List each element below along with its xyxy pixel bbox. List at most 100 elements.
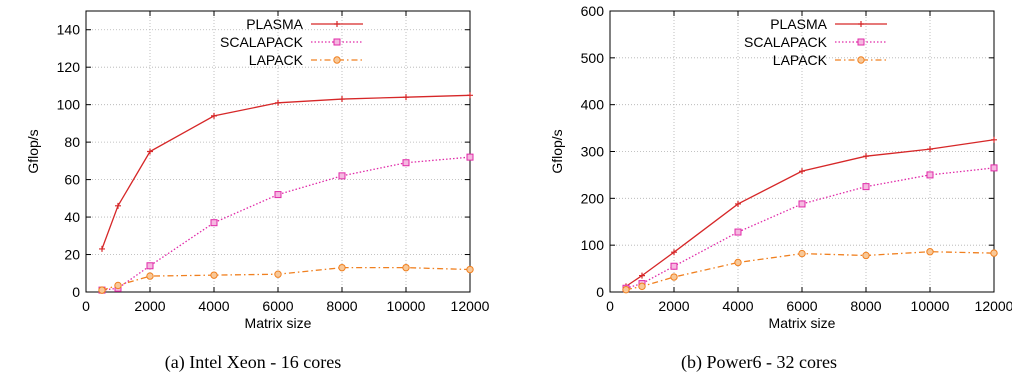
series-lapack-point <box>862 251 870 260</box>
legend-label-scalapack: SCALAPACK <box>220 34 304 50</box>
x-tick-label: 0 <box>606 298 614 314</box>
x-axis-label: Matrix size <box>769 315 836 331</box>
series-scalapack-point <box>274 191 282 199</box>
series-scalapack <box>622 164 998 292</box>
series-lapack-point <box>622 285 630 294</box>
y-tick-label: 500 <box>581 50 605 66</box>
series-lapack-point <box>114 281 122 290</box>
series-lapack-point <box>670 273 678 281</box>
legend-marker-scalapack <box>857 38 865 46</box>
series-lapack-point <box>798 249 806 258</box>
series-plasma-point <box>339 96 345 103</box>
series-scalapack-point <box>146 262 154 270</box>
x-tick-label: 2000 <box>658 298 689 314</box>
series-plasma-point <box>211 112 217 119</box>
x-tick-label: 10000 <box>387 298 426 314</box>
series-lapack-point <box>98 286 106 294</box>
x-tick-label: 2000 <box>134 298 165 314</box>
x-axis-label: Matrix size <box>245 315 312 331</box>
series-lapack <box>622 248 998 294</box>
series-plasma-point <box>863 153 869 160</box>
legend-label-plasma: PLASMA <box>246 16 303 32</box>
y-tick-label: 400 <box>581 97 605 113</box>
panel-power6: 0 100 200 300 400 500 600 0 2000 4000 6000 8000 1000… <box>506 0 1012 390</box>
series-scalapack-line <box>625 167 995 289</box>
series-lapack-point <box>338 263 346 272</box>
legend-label-plasma: PLASMA <box>770 16 827 32</box>
y-tick-label: 40 <box>64 209 80 225</box>
x-tick-label: 4000 <box>722 298 753 314</box>
y-tick-label: 300 <box>581 144 605 160</box>
caption-power6: (b) Power6 - 32 cores <box>681 352 837 372</box>
series-plasma-point <box>403 94 409 101</box>
series-lapack-point <box>402 263 410 272</box>
series-lapack-line <box>101 266 471 291</box>
series-plasma-point <box>99 245 105 252</box>
series-plasma-point <box>639 272 645 279</box>
series-lapack-point <box>274 270 282 278</box>
y-tick-label: 120 <box>57 59 81 75</box>
series-plasma-point <box>991 136 997 143</box>
series-plasma-line <box>101 94 471 250</box>
series-scalapack-point <box>862 183 870 191</box>
series-lapack-point <box>926 248 934 256</box>
y-tick-label: 60 <box>64 172 80 188</box>
series-lapack-point <box>734 258 742 267</box>
caption-intel-xeon: (a) Intel Xeon - 16 cores <box>164 352 342 372</box>
series-scalapack-point <box>210 219 218 227</box>
series-plasma-point <box>671 249 677 256</box>
series-scalapack-point <box>798 200 806 208</box>
x-tick-label: 8000 <box>850 298 881 314</box>
x-tick-label: 12000 <box>451 298 490 314</box>
x-tick-label: 4000 <box>198 298 229 314</box>
x-tick-label: 12000 <box>975 298 1012 314</box>
legend-label-lapack: LAPACK <box>249 52 304 68</box>
y-tick-label: 140 <box>57 22 81 38</box>
series-plasma-point <box>275 99 281 106</box>
series-lapack-point <box>210 271 218 279</box>
x-tick-label: 10000 <box>911 298 950 314</box>
y-tick-label: 20 <box>64 247 80 263</box>
series-lapack-point <box>990 249 998 257</box>
series-scalapack-point <box>338 172 346 180</box>
ticks: 0 20 40 60 80 100 120 140 0 2000 4000 6000 8000 10000… <box>57 11 490 314</box>
y-tick-label: 600 <box>581 3 605 19</box>
y-tick-label: 100 <box>581 237 605 253</box>
series-scalapack-point <box>926 171 934 179</box>
series-scalapack-point <box>734 228 742 236</box>
legend-label-scalapack: SCALAPACK <box>744 34 828 50</box>
series-scalapack-point <box>402 159 410 167</box>
series-lapack-point <box>146 272 154 280</box>
y-axis-label: Gflop/s <box>25 129 41 173</box>
series-scalapack-point <box>670 262 678 270</box>
grid <box>610 11 994 292</box>
series-plasma <box>99 92 473 252</box>
series-plasma-point <box>799 168 805 175</box>
series-lapack-point <box>466 265 474 274</box>
x-tick-label: 8000 <box>326 298 357 314</box>
y-tick-label: 200 <box>581 190 605 206</box>
legend-label-lapack: LAPACK <box>773 52 828 68</box>
legend-marker-scalapack <box>333 38 341 46</box>
legend: PLASMA SCALAPACK LAPACK <box>220 16 363 68</box>
x-tick-label: 6000 <box>262 298 293 314</box>
series-scalapack-line <box>101 156 471 291</box>
panel-intel-xeon: 0 20 40 60 80 100 120 140 0 2000 4000 6000 8000 10000… <box>25 10 490 372</box>
series-plasma-point <box>467 92 473 99</box>
series-lapack <box>98 263 474 294</box>
series-lapack-line <box>625 251 995 291</box>
legend-marker-lapack <box>857 56 865 64</box>
series-plasma-point <box>735 200 741 207</box>
series-plasma <box>623 136 997 290</box>
series-plasma-point <box>927 146 933 153</box>
chart-intel-xeon: 0 20 40 60 80 100 120 140 0 2000 4000 6000 8000 10000… <box>25 10 490 331</box>
x-tick-label: 6000 <box>786 298 817 314</box>
series-plasma-point <box>115 202 121 209</box>
y-tick-label: 100 <box>57 97 81 113</box>
y-tick-label: 80 <box>64 134 80 150</box>
legend-marker-plasma <box>334 21 340 27</box>
series-scalapack <box>98 153 474 294</box>
legend: PLASMA SCALAPACK LAPACK <box>744 16 887 68</box>
